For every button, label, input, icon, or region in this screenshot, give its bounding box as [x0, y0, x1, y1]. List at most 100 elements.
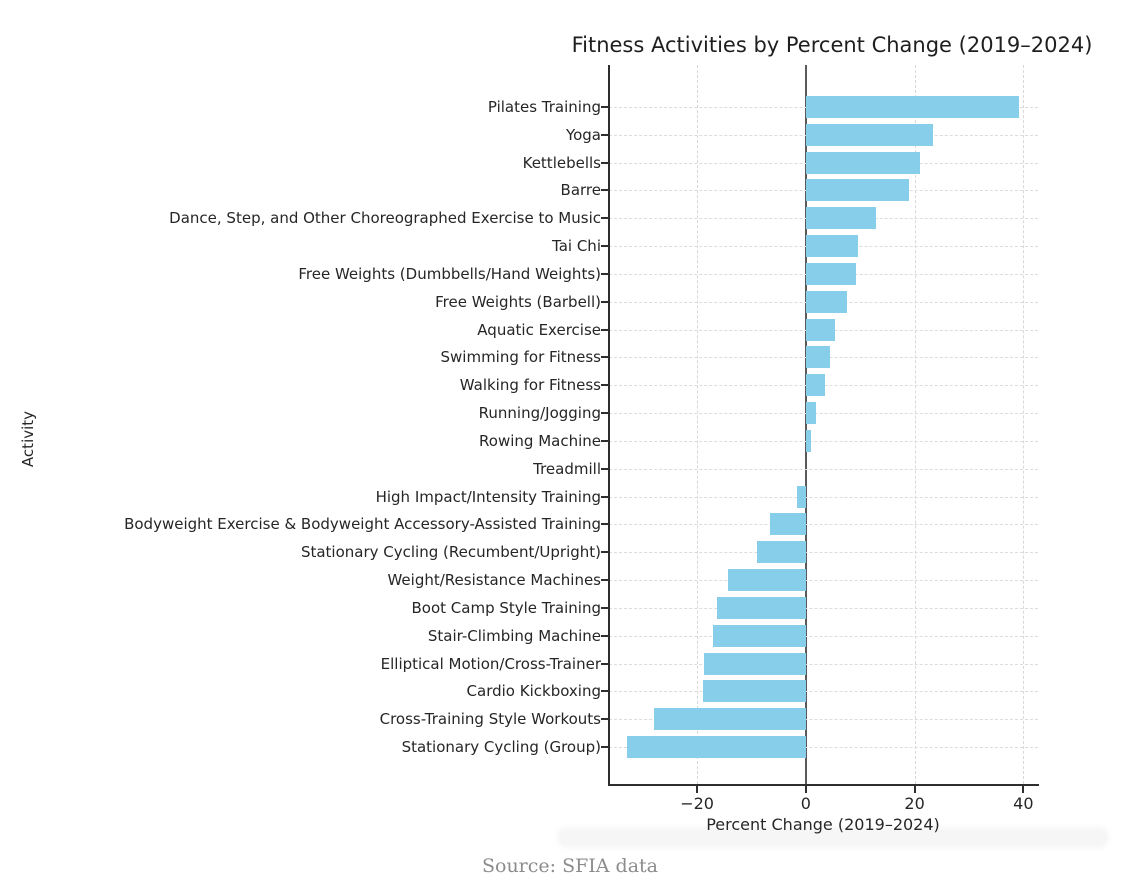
- y-tick: [601, 439, 608, 442]
- bar: [805, 374, 825, 397]
- category-label: Weight/Resistance Machines: [387, 571, 601, 590]
- category-label: Kettlebells: [522, 153, 601, 172]
- chart-title: Fitness Activities by Percent Change (20…: [571, 33, 1093, 57]
- horizontal-gridline: [609, 691, 1038, 693]
- y-tick: [601, 300, 608, 303]
- bar: [757, 541, 806, 564]
- x-tick-label: 40: [1013, 794, 1034, 813]
- source-note: Source: SFIA data: [481, 855, 659, 877]
- y-tick: [601, 746, 608, 748]
- bar: [805, 402, 817, 425]
- horizontal-gridline: [609, 747, 1038, 748]
- x-axis-label: Percent Change (2019–2024): [706, 815, 940, 834]
- y-tick: [601, 272, 608, 275]
- y-tick: [601, 579, 608, 582]
- category-label: Stationary Cycling (Group): [401, 738, 601, 756]
- bar: [703, 680, 806, 703]
- y-tick: [601, 384, 608, 387]
- y-axis-label: Activity: [19, 410, 37, 468]
- x-tick: [804, 786, 807, 793]
- bar: [796, 485, 806, 508]
- category-label: Cross-Training Style Workouts: [379, 710, 601, 729]
- category-label: Walking for Fitness: [459, 376, 601, 395]
- category-label: Stair-Climbing Machine: [427, 626, 601, 645]
- category-label: Dance, Step, and Other Choreographed Exe…: [169, 209, 601, 228]
- horizontal-gridline: [609, 440, 1038, 442]
- category-label: Tai Chi: [552, 237, 601, 256]
- y-tick: [601, 495, 608, 498]
- horizontal-gridline: [609, 635, 1038, 637]
- blur-artifact: [557, 827, 1109, 848]
- zero-line: [804, 65, 807, 784]
- category-label: Elliptical Motion/Cross-Trainer: [380, 654, 601, 673]
- horizontal-gridline: [609, 496, 1038, 498]
- bar: [805, 318, 835, 341]
- y-tick: [601, 356, 608, 359]
- vertical-gridline: [1023, 65, 1025, 784]
- bar: [653, 708, 806, 731]
- horizontal-gridline: [609, 413, 1038, 415]
- category-label: Bodyweight Exercise & Bodyweight Accesso…: [124, 515, 601, 534]
- category-label: Pilates Training: [487, 98, 601, 116]
- x-tick: [913, 786, 916, 793]
- x-tick-label: 0: [800, 794, 811, 813]
- vertical-gridline: [697, 65, 699, 784]
- horizontal-gridline: [609, 607, 1038, 609]
- y-tick: [601, 217, 608, 220]
- x-tick-label: −20: [680, 794, 714, 813]
- x-tick: [1022, 786, 1025, 793]
- y-tick: [601, 189, 608, 192]
- bar: [627, 736, 806, 758]
- y-tick: [601, 133, 608, 136]
- category-label: Swimming for Fitness: [440, 348, 602, 367]
- x-tick: [696, 786, 699, 793]
- horizontal-gridline: [609, 468, 1038, 470]
- y-tick: [601, 328, 608, 331]
- category-label: Free Weights (Barbell): [435, 292, 601, 311]
- vertical-gridline: [914, 65, 916, 784]
- bar: [805, 151, 920, 174]
- bar: [805, 262, 857, 285]
- x-tick-label: 20: [904, 794, 925, 813]
- bar: [717, 596, 806, 619]
- y-tick: [601, 634, 608, 637]
- bar: [805, 235, 859, 258]
- horizontal-gridline: [609, 663, 1038, 665]
- horizontal-gridline: [609, 580, 1038, 582]
- bar: [805, 346, 831, 369]
- category-label: Stationary Cycling (Recumbent/Upright): [300, 543, 601, 562]
- y-tick: [601, 161, 608, 164]
- bar: [805, 179, 909, 202]
- category-label: High Impact/Intensity Training: [375, 487, 601, 506]
- category-label: Yoga: [565, 125, 601, 144]
- category-label: Cardio Kickboxing: [466, 682, 601, 701]
- category-label: Free Weights (Dumbbells/Hand Weights): [298, 264, 601, 283]
- category-label: Treadmill: [533, 459, 601, 478]
- y-tick: [601, 551, 608, 554]
- bar: [805, 96, 1019, 118]
- horizontal-gridline: [609, 552, 1038, 554]
- bar: [703, 652, 806, 675]
- y-tick: [601, 245, 608, 248]
- horizontal-gridline: [609, 524, 1038, 526]
- y-tick: [601, 412, 608, 415]
- y-tick: [601, 106, 608, 108]
- y-tick: [601, 718, 608, 721]
- y-tick: [601, 606, 608, 609]
- plot-area: [609, 65, 1038, 784]
- horizontal-gridline: [609, 719, 1038, 721]
- y-tick: [601, 467, 608, 470]
- x-axis-spine: [608, 784, 1039, 786]
- bar: [728, 569, 806, 592]
- bar: [770, 513, 806, 536]
- y-axis-spine: [608, 65, 610, 785]
- category-label: Rowing Machine: [479, 431, 601, 450]
- y-tick: [601, 690, 608, 693]
- bar: [805, 429, 812, 452]
- bar: [805, 290, 848, 313]
- category-label: Aquatic Exercise: [477, 320, 601, 339]
- y-tick: [601, 662, 608, 665]
- bar: [805, 123, 934, 146]
- category-label: Barre: [560, 181, 601, 200]
